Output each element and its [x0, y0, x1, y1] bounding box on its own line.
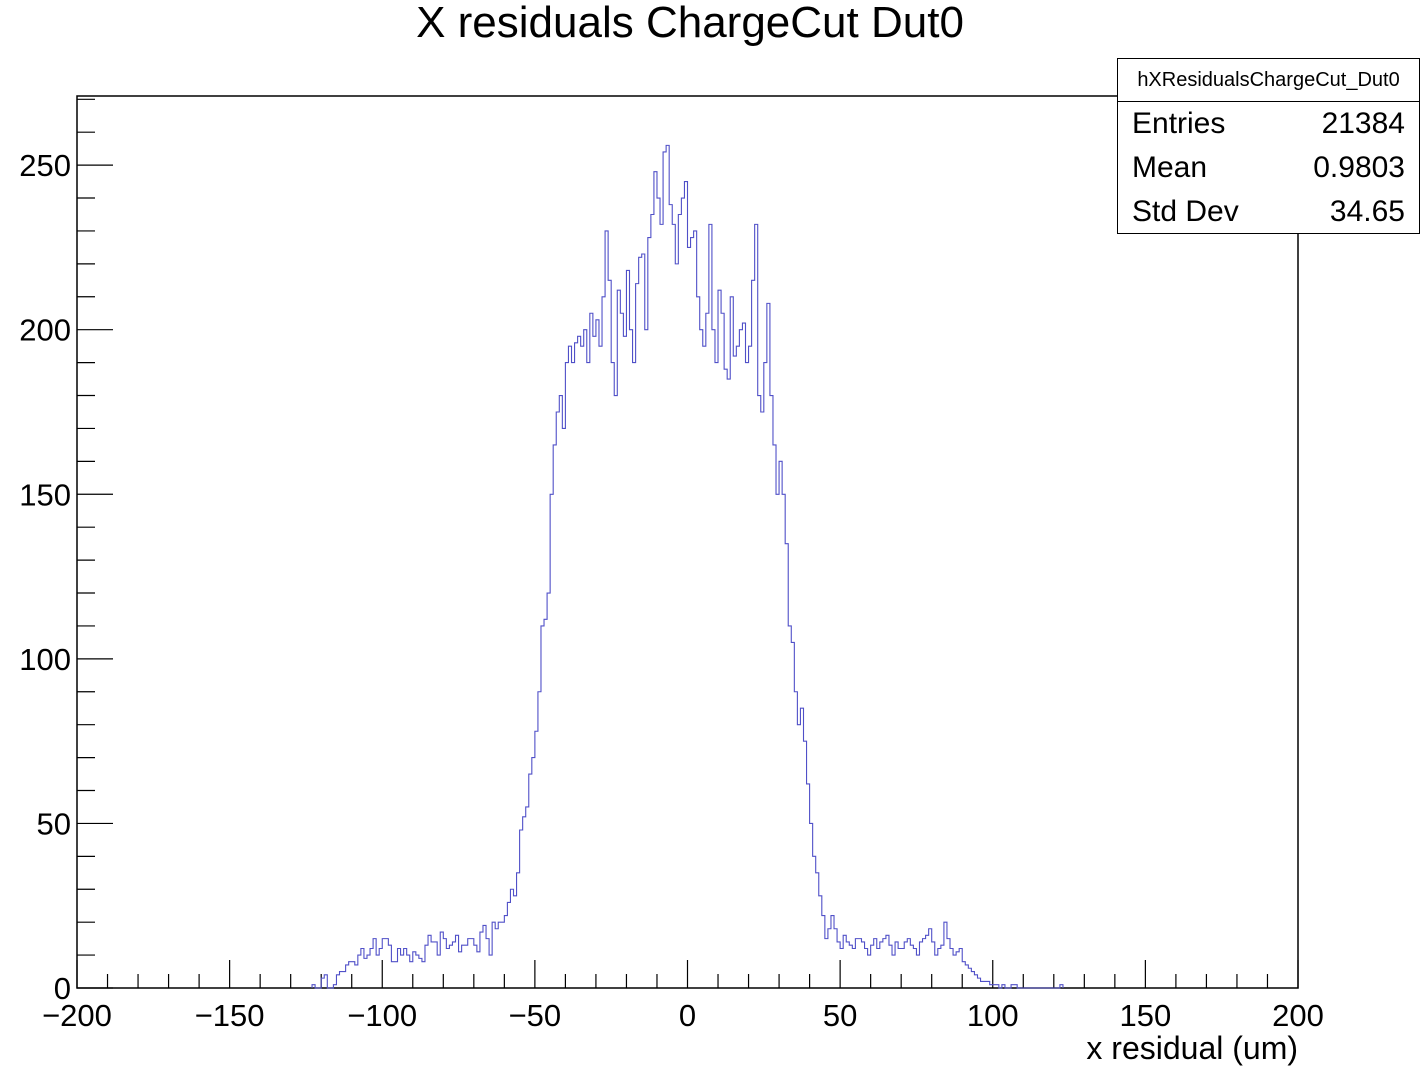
histogram-series: [311, 144, 1064, 989]
x-tick-label: −150: [195, 998, 265, 1033]
x-tick-label: −50: [509, 998, 562, 1033]
x-tick-label: 100: [967, 998, 1019, 1033]
stats-stddev-value: 34.65: [1329, 195, 1405, 228]
stats-entries-label: Entries: [1132, 107, 1226, 140]
stats-mean-label: Mean: [1132, 151, 1208, 184]
stats-mean-value: 0.9803: [1313, 151, 1405, 184]
y-tick-label: 150: [19, 477, 71, 512]
x-tick-label: 0: [679, 998, 696, 1033]
x-tick-label: 50: [823, 998, 857, 1033]
chart-title: X residuals ChargeCut Dut0: [416, 0, 964, 47]
stats-entries-value: 21384: [1321, 107, 1405, 140]
histogram-outline: [311, 144, 1064, 989]
stats-row-stddev: Std Dev 34.65: [1118, 190, 1419, 234]
tick-labels: −200 −150 −100 −50 0 50 100 150 200 0 50 100 150 200 2…: [19, 148, 1324, 1033]
y-tick-label: 200: [19, 313, 71, 348]
stats-row-mean: Mean 0.9803: [1118, 146, 1419, 190]
x-tick-label: 200: [1272, 998, 1324, 1033]
y-tick-label: 50: [37, 806, 71, 841]
x-axis-label: x residual (um): [1086, 1030, 1298, 1066]
stats-box: hXResidualsChargeCut_Dut0 Entries 21384 …: [1117, 58, 1420, 234]
axis-ticks: [76, 98, 1299, 989]
y-tick-label: 100: [19, 642, 71, 677]
stats-histogram-name: hXResidualsChargeCut_Dut0: [1118, 59, 1419, 102]
y-tick-label: 0: [54, 971, 71, 1006]
x-tick-label: −100: [347, 998, 417, 1033]
x-tick-label: −200: [42, 998, 112, 1033]
x-tick-label: 150: [1120, 998, 1172, 1033]
stats-stddev-label: Std Dev: [1132, 195, 1239, 228]
y-tick-label: 250: [19, 148, 71, 183]
stats-row-entries: Entries 21384: [1118, 102, 1419, 146]
